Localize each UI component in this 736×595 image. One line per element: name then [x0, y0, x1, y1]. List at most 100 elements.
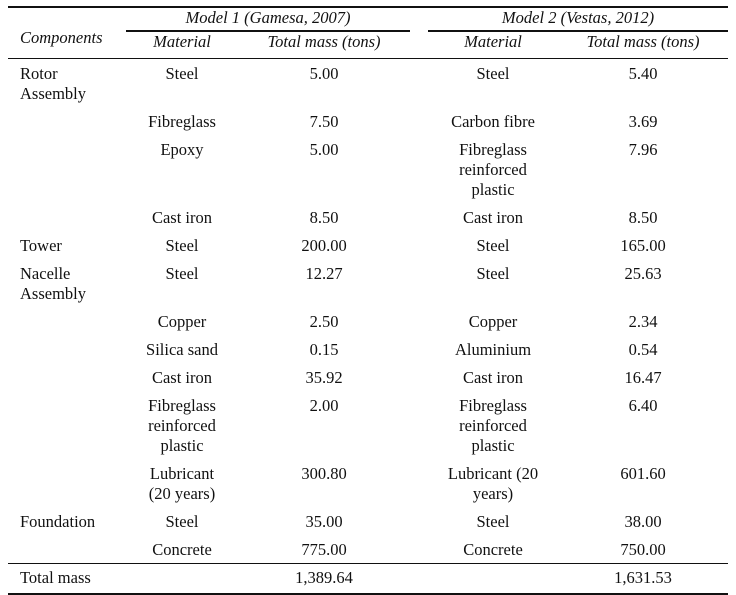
row-gap [410, 535, 428, 564]
row-gap [410, 203, 428, 231]
materials-table: Components Model 1 (Gamesa, 2007) Model … [8, 6, 728, 595]
model2-material-cell: Fibreglass reinforced plastic [459, 396, 527, 455]
table-row: Copper 2.50 Copper 2.34 [8, 307, 728, 335]
model2-mass-cell: 3.69 [628, 112, 658, 131]
model2-mass-cell: 5.40 [628, 64, 658, 83]
component-cell [8, 363, 126, 391]
row-gap [410, 231, 428, 259]
row-gap [410, 507, 428, 535]
table-figure: Components Model 1 (Gamesa, 2007) Model … [8, 7, 728, 595]
model2-mass-header: Total mass (tons) [586, 32, 700, 51]
row-gap [410, 135, 428, 203]
model1-mass-cell: 200.00 [301, 236, 347, 255]
table-row: Lubricant (20 years) 300.80 Lubricant (20 … [8, 459, 728, 507]
table-row: Epoxy 5.00 Fibreglass reinforced plastic 7.… [8, 135, 728, 203]
header-row-columns: Material Total mass (tons) Material Tota… [8, 31, 728, 59]
table-row: Silica sand 0.15 Aluminium 0.54 [8, 335, 728, 363]
component-cell [8, 535, 126, 564]
model2-material-cell: Steel [476, 64, 510, 83]
model2-material-cell: Concrete [463, 540, 523, 559]
component-cell [8, 459, 126, 507]
model1-mass-cell: 5.00 [309, 64, 339, 83]
row-gap [410, 335, 428, 363]
model2-material-cell: Steel [476, 236, 510, 255]
header-row-models: Components Model 1 (Gamesa, 2007) Model … [8, 7, 728, 47]
model2-mass-cell: 7.96 [628, 140, 658, 159]
table-row: Cast iron 8.50 Cast iron 8.50 [8, 203, 728, 231]
model1-material-cell: Copper [157, 312, 207, 331]
table-row: Foundation Steel 35.00 Steel 38.00 [8, 507, 728, 535]
model2-material-cell: Carbon fibre [451, 112, 535, 131]
component-cell [8, 391, 126, 459]
model2-mass-cell: 750.00 [620, 540, 666, 559]
model1-material-cell: Epoxy [160, 140, 204, 159]
row-gap [410, 363, 428, 391]
component-cell [8, 307, 126, 335]
model2-mass-cell: 2.34 [628, 312, 658, 331]
model1-mass-cell: 2.00 [309, 396, 339, 415]
model2-mass-cell: 25.63 [624, 264, 662, 283]
component-cell: Foundation [20, 512, 96, 531]
row-gap [410, 107, 428, 135]
model1-material-cell: Steel [165, 512, 199, 531]
model2-mass-cell: 6.40 [628, 396, 658, 415]
table-row: Fibreglass 7.50 Carbon fibre 3.69 [8, 107, 728, 135]
model1-header: Model 1 (Gamesa, 2007) [126, 7, 410, 32]
total-label: Total mass [8, 563, 126, 594]
component-cell [8, 135, 126, 203]
model2-header: Model 2 (Vestas, 2012) [428, 7, 728, 32]
model2-material-cell: Steel [476, 264, 510, 283]
model2-mass-cell: 601.60 [620, 464, 666, 483]
components-header: Components [20, 28, 103, 47]
table-row: Concrete 775.00 Concrete 750.00 [8, 535, 728, 564]
model2-total-mass: 1,631.53 [558, 563, 728, 594]
model1-material-cell: Steel [165, 236, 199, 255]
model1-total-mass: 1,389.64 [238, 563, 410, 594]
model2-material-cell: Cast iron [462, 208, 524, 227]
header-gap [410, 31, 428, 59]
row-gap [410, 391, 428, 459]
row-gap [410, 259, 428, 307]
model2-material-cell: Copper [468, 312, 518, 331]
model2-material-cell: Fibreglass reinforced plastic [459, 140, 527, 199]
model1-mass-cell: 775.00 [301, 540, 347, 559]
model2-mass-cell: 0.54 [628, 340, 658, 359]
model2-mass-cell: 8.50 [628, 208, 658, 227]
model2-material-cell: Lubricant (20 years) [447, 464, 539, 503]
model1-mass-header: Total mass (tons) [267, 32, 381, 51]
model2-mass-cell: 16.47 [624, 368, 662, 387]
row-gap [410, 59, 428, 108]
model1-mass-cell: 5.00 [309, 140, 339, 159]
model2-mass-cell: 165.00 [620, 236, 666, 255]
model1-mass-cell: 35.92 [305, 368, 343, 387]
component-cell: Tower [20, 236, 62, 255]
table-row: Rotor Assembly Steel 5.00 Steel 5.40 [8, 59, 728, 108]
total-row: Total mass 1,389.64 1,631.53 [8, 563, 728, 594]
component-cell [8, 107, 126, 135]
model2-material-header: Material [464, 32, 522, 51]
model2-material-cell: Aluminium [454, 340, 532, 359]
header-gap [410, 7, 428, 31]
table-row: Cast iron 35.92 Cast iron 16.47 [8, 363, 728, 391]
model1-material-cell: Silica sand [146, 340, 218, 359]
table-body: Rotor Assembly Steel 5.00 Steel 5.40 Fibregla… [8, 59, 728, 594]
model1-material-cell: Cast iron [151, 208, 213, 227]
model1-mass-cell: 2.50 [309, 312, 339, 331]
table-row: Fibreglass reinforced plastic 2.00 Fibregl… [8, 391, 728, 459]
row-gap [410, 307, 428, 335]
component-cell [8, 203, 126, 231]
model1-material-cell: Steel [165, 264, 199, 283]
row-gap [410, 563, 428, 594]
model1-mass-cell: 300.80 [301, 464, 347, 483]
model1-mass-cell: 8.50 [309, 208, 339, 227]
model1-material-cell: Fibreglass [148, 112, 216, 131]
model2-material-cell: Steel [476, 512, 510, 531]
component-cell [8, 335, 126, 363]
model1-mass-cell: 12.27 [305, 264, 343, 283]
model2-material-cell: Cast iron [462, 368, 524, 387]
total-empty [428, 563, 558, 594]
model1-material-cell: Fibreglass reinforced plastic [148, 396, 216, 455]
component-cell: Nacelle Assembly [20, 264, 86, 303]
model1-material-cell: Cast iron [151, 368, 213, 387]
table-row: Nacelle Assembly Steel 12.27 Steel 25.63 [8, 259, 728, 307]
